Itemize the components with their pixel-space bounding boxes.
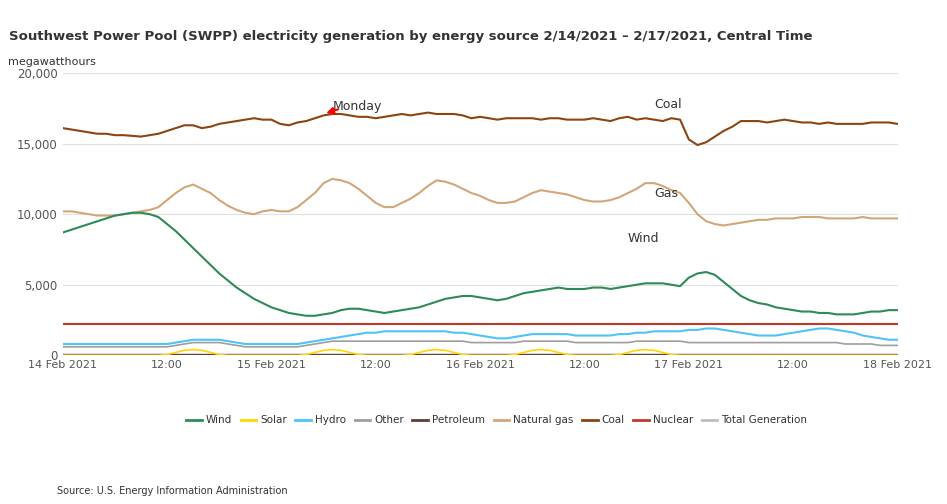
Text: Gas: Gas (654, 187, 678, 200)
Text: Coal: Coal (654, 98, 682, 111)
Text: megawatthours: megawatthours (9, 57, 97, 68)
Text: Source: U.S. Energy Information Administration: Source: U.S. Energy Information Administ… (57, 486, 288, 496)
Legend: Wind, Solar, Hydro, Other, Petroleum, Natural gas, Coal, Nuclear, Total Generati: Wind, Solar, Hydro, Other, Petroleum, Na… (182, 411, 812, 429)
Text: Wind: Wind (628, 232, 659, 245)
Text: Southwest Power Pool (SWPP) electricity generation by energy source 2/14/2021 – : Southwest Power Pool (SWPP) electricity … (9, 30, 813, 43)
Text: Monday: Monday (332, 100, 382, 113)
